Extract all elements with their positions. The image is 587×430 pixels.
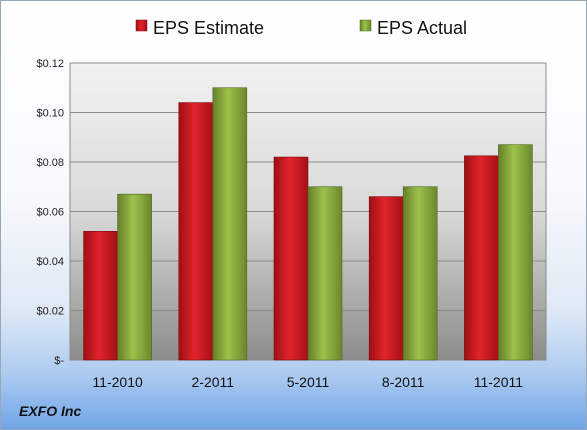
y-axis: $- $0.02 $0.04 $0.06 $0.08 $0.10 $0.12 [36, 58, 64, 367]
bar-eps-actual [212, 87, 248, 361]
x-axis: 11-2010 2-2011 5-2011 8-2011 11-2011 [92, 374, 523, 390]
legend-label-eps-actual: EPS Actual [377, 18, 467, 38]
bars [83, 87, 533, 361]
x-tick-label: 11-2011 [474, 374, 524, 390]
bar-eps-actual [402, 186, 438, 361]
y-tick-label: $0.06 [36, 207, 64, 219]
bar-eps-actual [117, 193, 152, 361]
legend-swatch-eps-actual [359, 19, 372, 32]
y-tick-label: $- [54, 355, 64, 367]
bar-eps-estimate [178, 102, 214, 361]
bar-eps-estimate [464, 155, 499, 361]
x-tick-label: 8-2011 [382, 374, 425, 390]
legend-swatch-eps-estimate [135, 19, 148, 32]
x-tick-label: 5-2011 [287, 374, 330, 390]
x-tick-label: 11-2010 [92, 374, 143, 390]
legend: EPS Estimate EPS Actual [135, 18, 467, 38]
y-tick-label: $0.10 [36, 108, 64, 120]
bar-eps-actual [498, 144, 533, 361]
bar-eps-estimate [368, 196, 404, 361]
bar-eps-estimate [83, 231, 118, 361]
y-tick-label: $0.12 [36, 58, 64, 70]
x-tick-label: 2-2011 [192, 374, 235, 390]
bar-eps-actual [307, 186, 343, 361]
company-name: EXFO Inc [19, 403, 81, 419]
y-tick-label: $0.08 [36, 157, 64, 169]
bar-eps-estimate [273, 156, 309, 361]
y-tick-label: $0.04 [36, 256, 64, 268]
legend-label-eps-estimate: EPS Estimate [153, 18, 264, 38]
y-tick-label: $0.02 [36, 306, 64, 318]
